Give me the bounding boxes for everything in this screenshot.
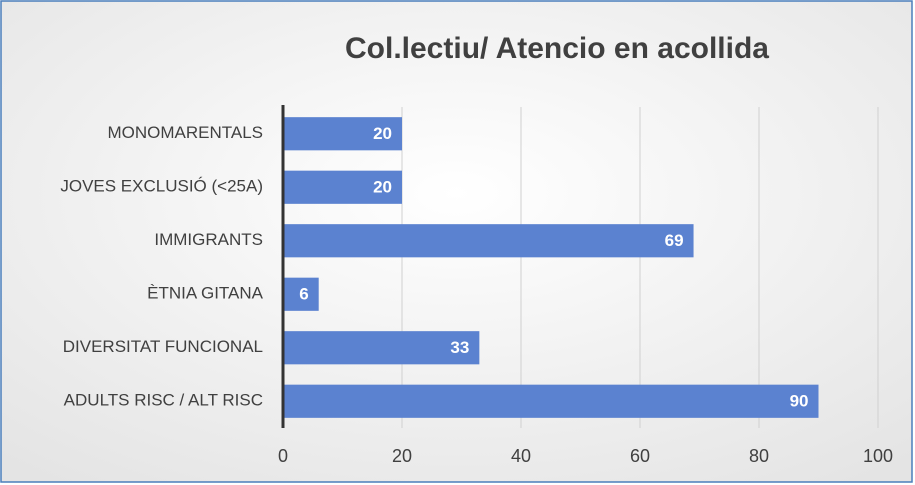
x-tick-label: 0 bbox=[278, 446, 288, 466]
y-tick-label: DIVERSITAT FUNCIONAL bbox=[63, 337, 263, 356]
y-tick-label: IMMIGRANTS bbox=[154, 230, 263, 249]
y-tick-label: ADULTS RISC / ALT RISC bbox=[64, 391, 263, 410]
y-tick-label: MONOMARENTALS bbox=[107, 123, 263, 142]
data-label: 20 bbox=[373, 178, 392, 197]
x-tick-label: 80 bbox=[749, 446, 769, 466]
x-tick-label: 100 bbox=[863, 446, 893, 466]
data-label: 69 bbox=[665, 231, 684, 250]
data-label: 90 bbox=[790, 392, 809, 411]
bar bbox=[283, 224, 694, 258]
data-label: 6 bbox=[299, 285, 308, 304]
data-label: 33 bbox=[450, 338, 469, 357]
x-tick-label: 60 bbox=[630, 446, 650, 466]
bar bbox=[283, 384, 819, 418]
y-tick-label: JOVES EXCLUSIÓ (<25A) bbox=[60, 177, 263, 196]
bar bbox=[283, 170, 402, 204]
y-tick-label: ÈTNIA GITANA bbox=[147, 284, 264, 303]
bar bbox=[283, 277, 319, 311]
x-tick-label: 40 bbox=[511, 446, 531, 466]
bar bbox=[283, 331, 480, 365]
x-tick-label: 20 bbox=[392, 446, 412, 466]
bar bbox=[283, 117, 402, 151]
data-label: 20 bbox=[373, 124, 392, 143]
chart-title: Col.lectiu/ Atencio en acollida bbox=[345, 32, 769, 65]
